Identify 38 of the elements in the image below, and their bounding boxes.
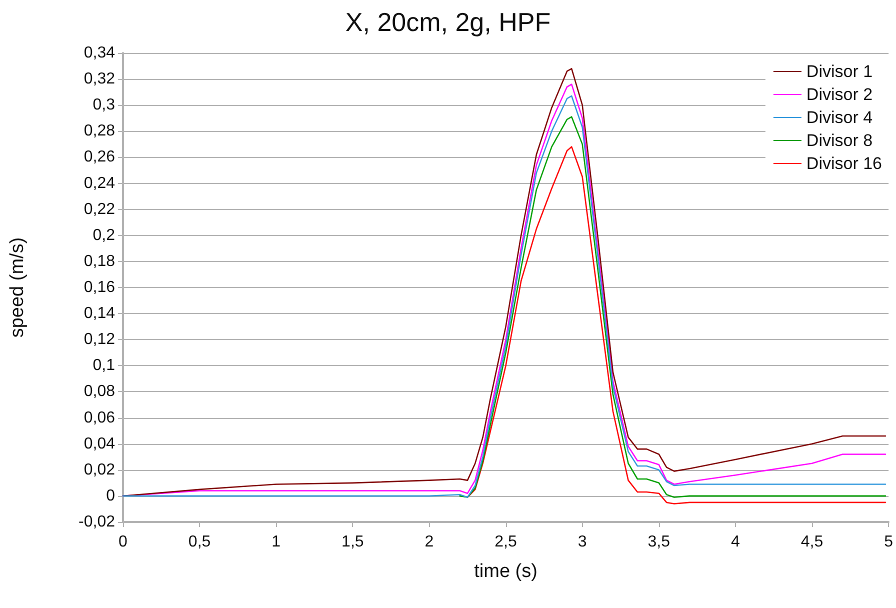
legend-label: Divisor 2 bbox=[806, 85, 873, 104]
y-tick-label: 0,2 bbox=[92, 226, 116, 244]
legend-label: Divisor 16 bbox=[806, 154, 882, 173]
y-tick-label: 0,24 bbox=[84, 174, 116, 192]
x-tick-label: 4 bbox=[730, 534, 740, 550]
x-tick-label: 5 bbox=[884, 534, 894, 550]
y-tick-label: 0,06 bbox=[84, 409, 116, 426]
y-tick-label: 0,04 bbox=[84, 435, 116, 452]
y-tick-label: 0,12 bbox=[84, 331, 116, 348]
chart-title: X, 20cm, 2g, HPF bbox=[345, 7, 551, 37]
y-tick-label: -0,02 bbox=[78, 514, 116, 530]
y-tick-label: 0,14 bbox=[84, 305, 116, 322]
x-tick-label: 1,5 bbox=[342, 534, 364, 550]
x-tick-label: 4,5 bbox=[800, 534, 824, 550]
x-tick-label: 3,5 bbox=[648, 534, 670, 550]
y-tick-label: 0,26 bbox=[84, 148, 116, 166]
x-tick-label: 2 bbox=[424, 534, 434, 550]
x-axis-title: time (s) bbox=[474, 561, 538, 582]
y-tick-label: 0,22 bbox=[84, 200, 116, 218]
y-tick-label: 0 bbox=[106, 487, 116, 504]
legend-label: Divisor 4 bbox=[806, 108, 873, 127]
y-tick-label: 0,3 bbox=[92, 96, 116, 114]
x-tick-label: 0 bbox=[118, 534, 128, 550]
y-tick-label: 0,28 bbox=[84, 122, 116, 140]
y-axis-title: speed (m/s) bbox=[7, 237, 28, 338]
x-tick-label: 3 bbox=[578, 534, 587, 550]
x-tick-label: 0,5 bbox=[188, 534, 211, 550]
x-tick-label: 2,5 bbox=[494, 534, 517, 550]
legend-label: Divisor 1 bbox=[806, 62, 873, 81]
y-tick-label: 0,32 bbox=[84, 70, 116, 88]
x-tick-label: 1 bbox=[272, 534, 281, 550]
y-tick-label: 0,18 bbox=[84, 252, 116, 270]
y-tick-label: 0,1 bbox=[92, 357, 116, 374]
y-tick-label: 0,02 bbox=[84, 461, 116, 478]
y-tick-label: 0,34 bbox=[84, 44, 116, 62]
y-tick-label: 0,16 bbox=[84, 279, 116, 296]
y-tick-label: 0,08 bbox=[84, 383, 116, 400]
legend-label: Divisor 8 bbox=[806, 131, 873, 150]
